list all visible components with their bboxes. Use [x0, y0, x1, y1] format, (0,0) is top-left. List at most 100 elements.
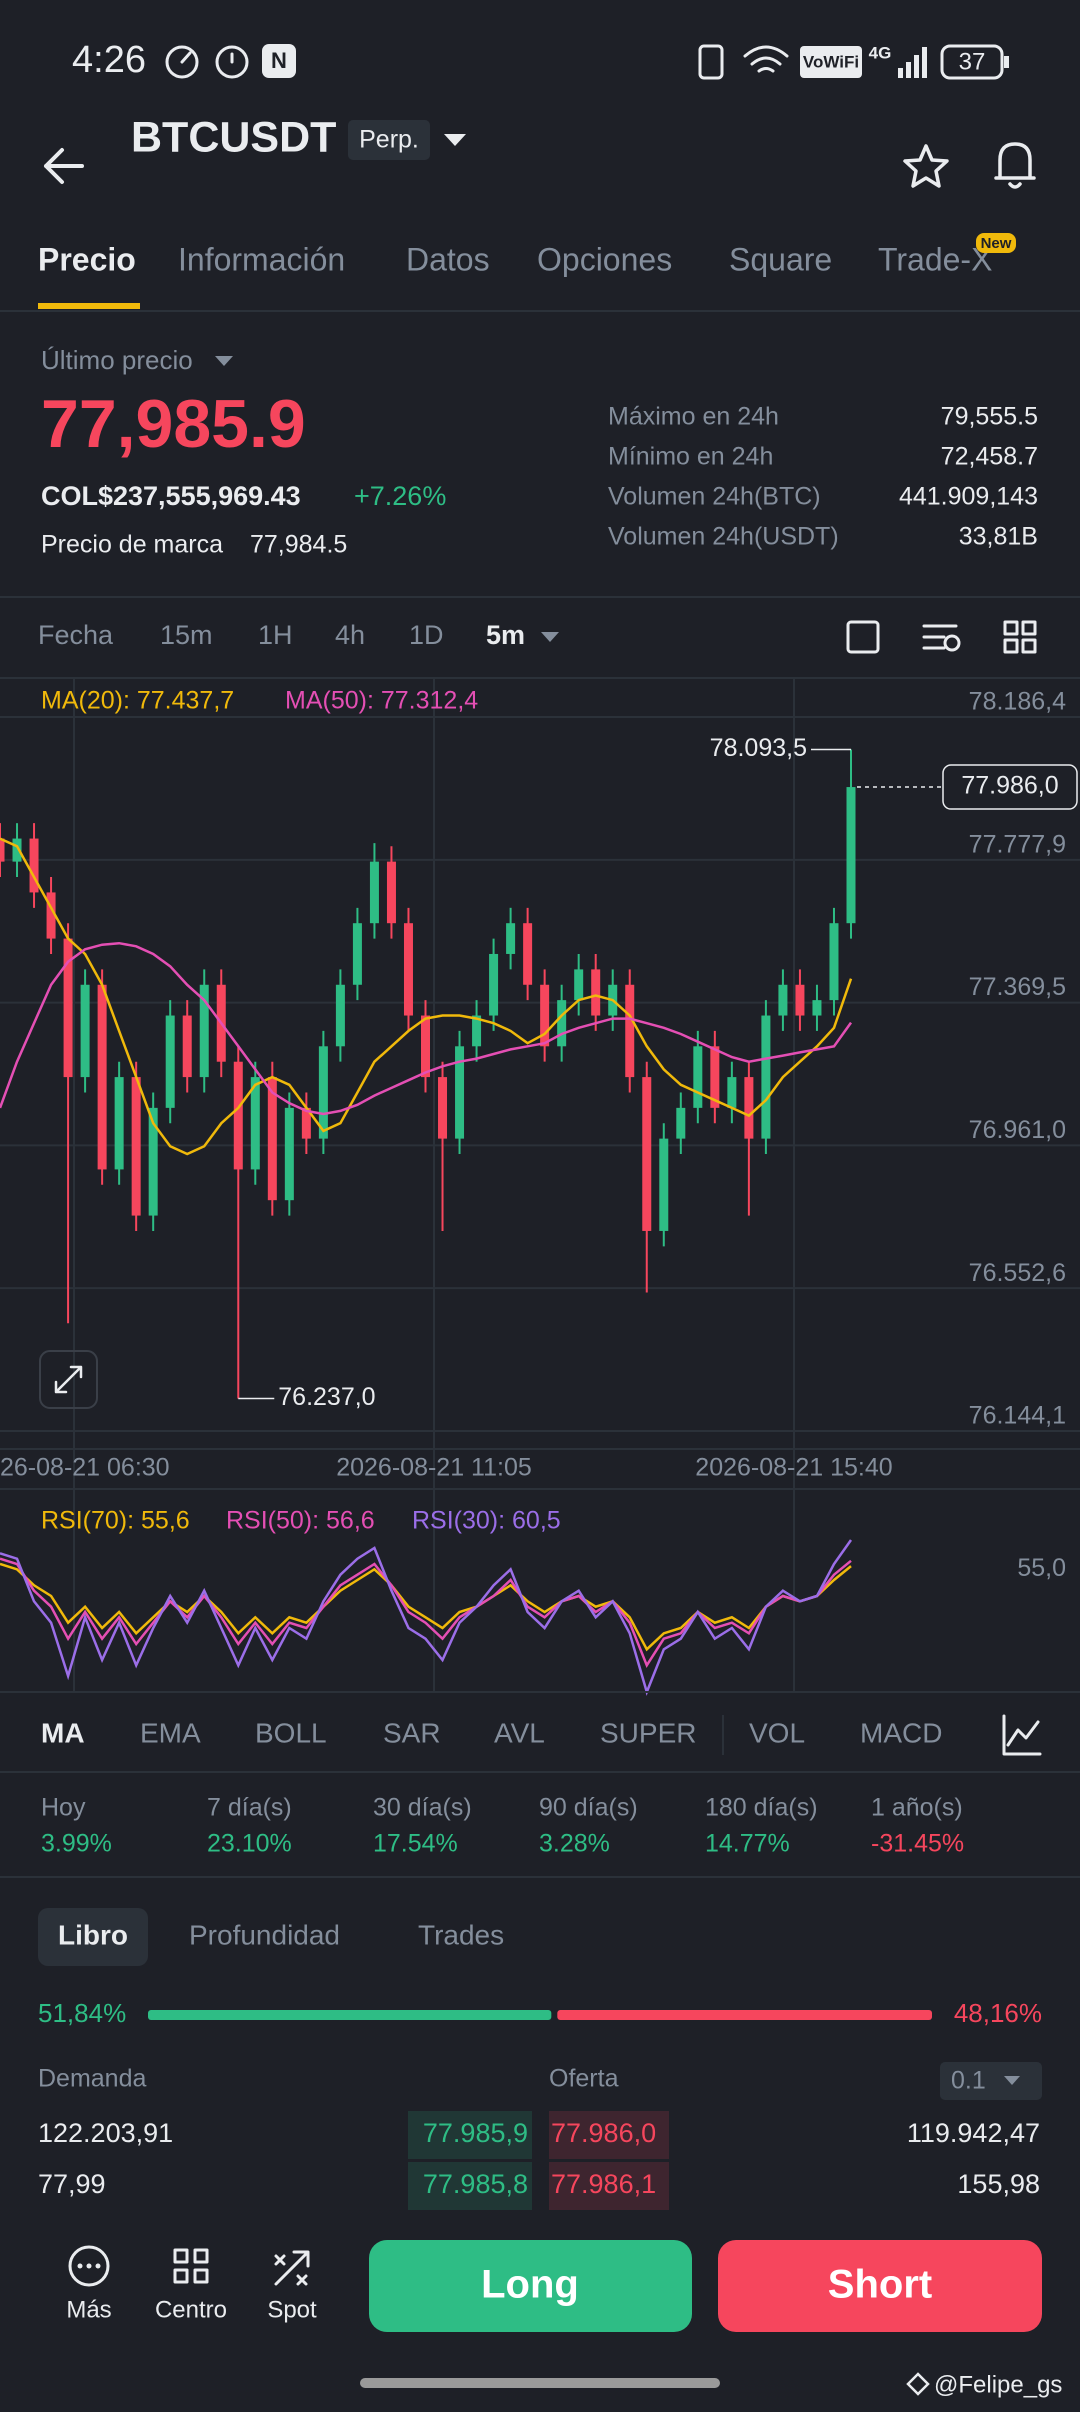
tab[interactable]: Square — [729, 241, 832, 277]
indicator-tab[interactable]: EMA — [140, 1717, 201, 1748]
symbol-dropdown[interactable] — [444, 134, 466, 146]
indicator-tab[interactable]: SUPER — [600, 1717, 696, 1748]
ma-legend: MA(50): 77.312,4 — [285, 687, 478, 715]
watermark-logo — [906, 2372, 930, 2396]
stat-value: 79,555.5 — [941, 403, 1038, 431]
bid-ratio: 51,84% — [38, 1998, 126, 2028]
short-button[interactable] — [718, 2240, 1042, 2332]
ask-ratio: 48,16% — [954, 1998, 1042, 2028]
nav-item[interactable]: Spot — [267, 2296, 317, 2323]
tool-button[interactable] — [846, 620, 880, 654]
high-label: 78.093,5 — [710, 734, 807, 762]
bid-price: 77.985,9 — [423, 2118, 528, 2148]
y-tick-label: 77.369,5 — [969, 973, 1066, 1001]
battery-level: 37 — [959, 48, 986, 75]
candle-body — [80, 984, 90, 1078]
indicator-settings[interactable] — [1002, 1714, 1042, 1756]
candle-body — [182, 1015, 192, 1078]
back-button[interactable] — [44, 148, 84, 184]
last-price-box — [942, 764, 1078, 810]
chart-tools — [846, 620, 1037, 654]
precision-box[interactable] — [940, 2062, 1042, 2100]
tool-button[interactable] — [922, 624, 958, 650]
expand-button[interactable] — [39, 1350, 98, 1409]
dropdown-caret — [215, 356, 233, 366]
rsi-legend: RSI(50): 56,6 — [226, 1507, 375, 1535]
candle-body — [574, 969, 584, 1001]
nav-item[interactable]: Más — [66, 2296, 111, 2323]
indicator-tab[interactable]: AVL — [494, 1717, 545, 1748]
timeframe-caret — [541, 632, 559, 642]
candle-body — [131, 1077, 141, 1216]
timeframe[interactable]: Fecha — [38, 620, 114, 650]
tab[interactable]: Trade-X — [878, 241, 992, 277]
bid-ratio-bar — [148, 2010, 552, 2020]
indicator-tab[interactable]: SAR — [383, 1717, 441, 1748]
candle-body — [267, 1077, 277, 1201]
candle-body — [318, 1046, 328, 1139]
timeframe[interactable]: 5m — [486, 620, 525, 650]
book-tab[interactable]: Libro — [58, 1919, 128, 1950]
candle-body — [335, 984, 345, 1047]
nav-item[interactable]: Centro — [155, 2296, 227, 2323]
candle-body — [148, 1107, 158, 1216]
precision: 0.1 — [951, 2067, 986, 2095]
timeframe[interactable]: 1H — [258, 620, 293, 650]
low-label: 76.237,0 — [278, 1383, 375, 1411]
bid-quantity: 77,99 — [38, 2169, 106, 2199]
long-button[interactable] — [369, 2240, 692, 2332]
stat-label: Máximo en 24h — [608, 403, 779, 431]
candle-body — [63, 938, 73, 1078]
indicator-tab[interactable]: VOL — [749, 1717, 805, 1748]
new-badge: New — [981, 235, 1012, 252]
ask-price: 77.986,1 — [551, 2169, 656, 2199]
stat-value: 33,81B — [959, 523, 1038, 551]
watermark: @Felipe_gs — [934, 2371, 1062, 2398]
tab-pill — [38, 1908, 148, 1966]
timeframe[interactable]: 1D — [409, 620, 444, 650]
network-label: VoWiFi — [803, 52, 859, 71]
timeframe[interactable]: 4h — [335, 620, 365, 650]
tool-button[interactable] — [1003, 620, 1037, 654]
period: 1 año(s) — [871, 1794, 963, 1822]
bid-header: Demanda — [38, 2065, 146, 2093]
tab[interactable]: Opciones — [537, 241, 672, 277]
period-change: 3.28% — [539, 1830, 610, 1858]
tab[interactable]: Precio — [38, 241, 136, 277]
candle-body — [421, 1015, 430, 1078]
fiat-price: COL$237,555,969.43 — [41, 481, 301, 511]
candle-body — [369, 861, 379, 924]
candle-body — [472, 1015, 482, 1047]
candle-body — [744, 1077, 754, 1139]
symbol[interactable]: BTCUSDT — [131, 113, 336, 161]
candle-body — [591, 969, 601, 1016]
candle-body — [795, 984, 805, 1016]
candle-body — [676, 1107, 686, 1139]
candle-body — [301, 1107, 311, 1139]
candle-body — [438, 1077, 448, 1139]
indicator-tab[interactable]: BOLL — [255, 1717, 327, 1748]
bid-price: 77.985,8 — [423, 2169, 528, 2199]
last-price: 77,985.9 — [41, 386, 306, 462]
book-tab[interactable]: Profundidad — [189, 1919, 340, 1950]
period-change: 17.54% — [373, 1830, 458, 1858]
book-tab[interactable]: Trades — [418, 1919, 504, 1950]
ma-line — [0, 837, 853, 1156]
alert-button[interactable] — [994, 142, 1036, 189]
tab[interactable]: Datos — [406, 241, 490, 277]
timeframe[interactable]: 15m — [160, 620, 213, 650]
period: 30 día(s) — [373, 1794, 472, 1822]
status-icons-left: N — [165, 44, 296, 79]
favorite-button[interactable] — [903, 144, 949, 188]
indicator-tab[interactable]: MA — [41, 1717, 85, 1748]
status-time: 4:26 — [72, 39, 146, 81]
ma-legend: MA(20): 77.437,7 — [41, 687, 234, 715]
rsi-line — [0, 1562, 852, 1652]
indicator-tab[interactable]: MACD — [860, 1717, 942, 1748]
tab[interactable]: Información — [178, 241, 345, 277]
candle-body — [829, 923, 839, 1001]
candle-body — [352, 923, 362, 985]
candle-body — [778, 984, 788, 1016]
stat-value: 72,458.7 — [941, 443, 1038, 471]
